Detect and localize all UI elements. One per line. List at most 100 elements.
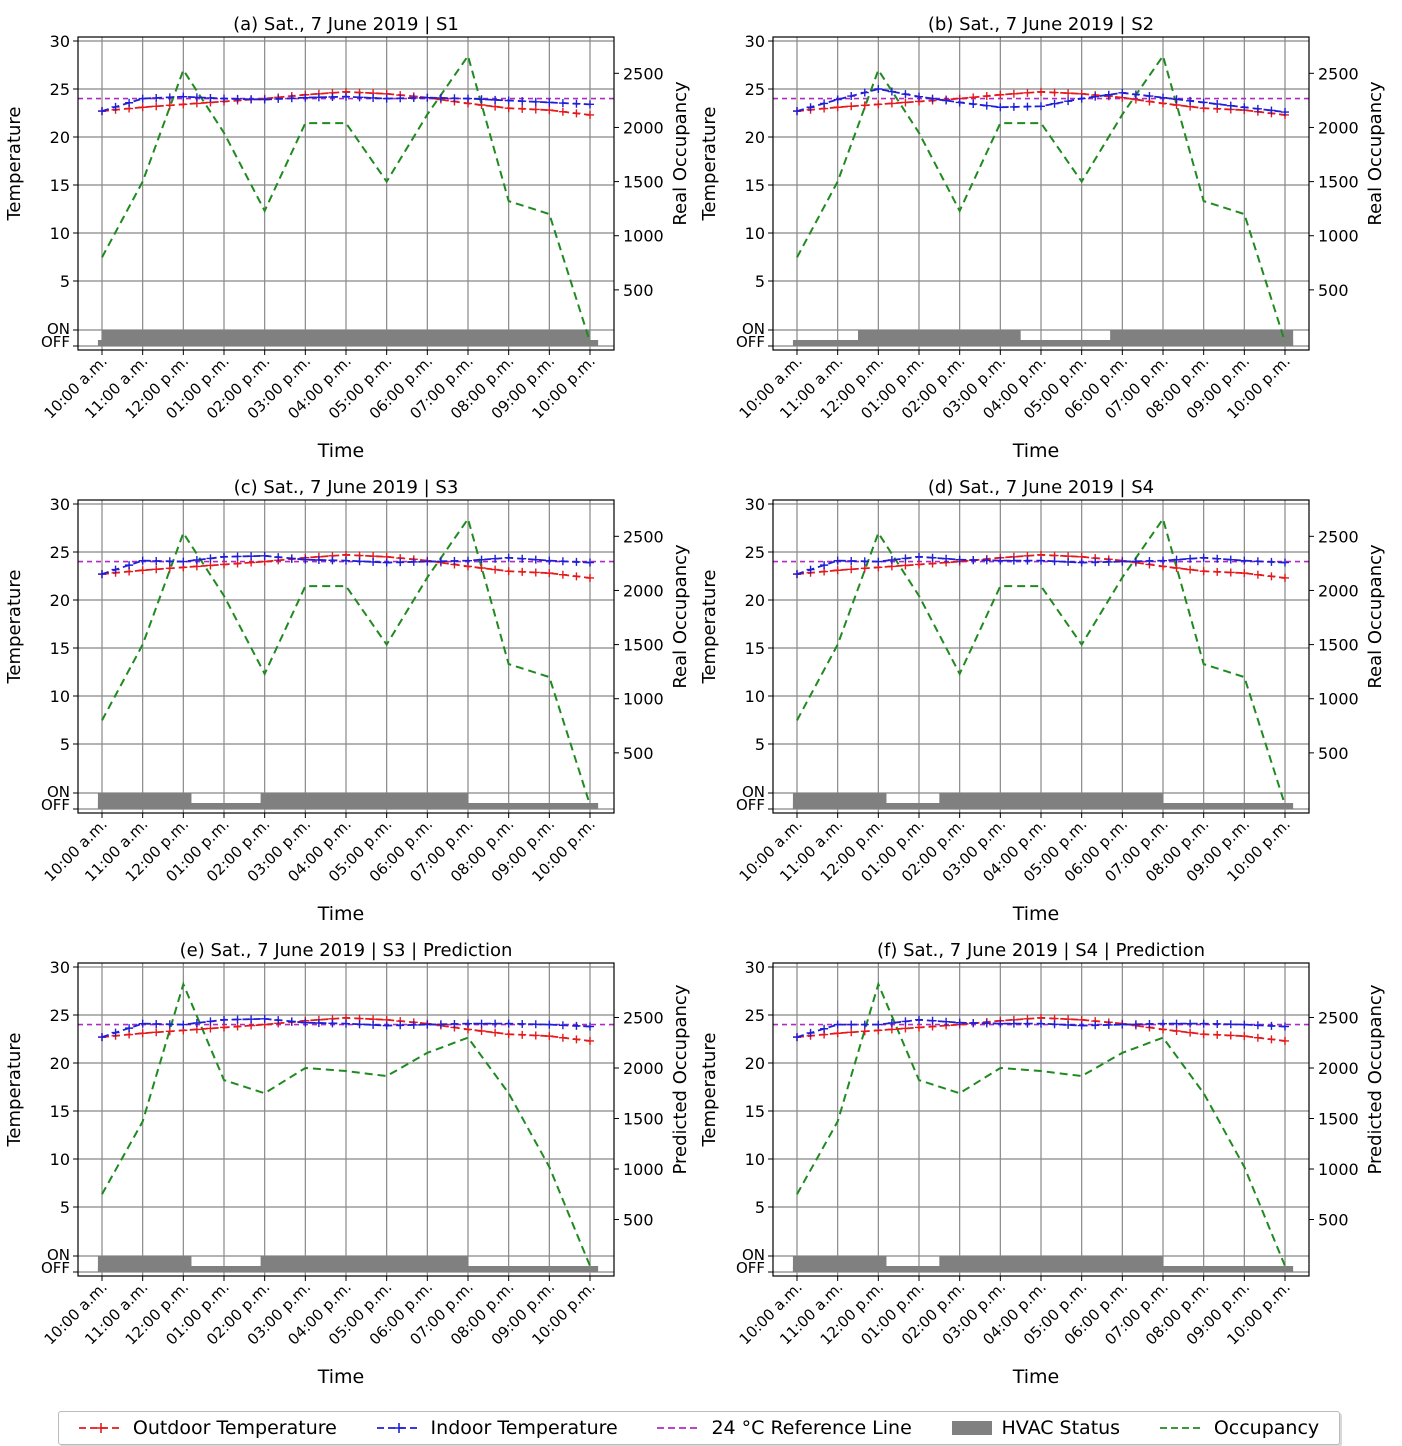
occupancy-tick-label: 500 [623, 281, 654, 300]
indoor-temperature-marker [314, 556, 323, 564]
outdoor-temperature-marker [220, 560, 228, 569]
indoor-temperature-marker [1267, 106, 1276, 115]
indoor-temperature-marker [504, 96, 513, 105]
indoor-temperature-marker [382, 1021, 391, 1030]
outdoor-temperature-marker [518, 1030, 527, 1039]
chart-title: (c) Sat., 7 June 2019 | S3 [234, 477, 459, 498]
outdoor-temperature-marker [1064, 89, 1073, 98]
indoor-temperature-marker [1226, 101, 1235, 110]
indoor-temperature-marker [806, 103, 815, 112]
outdoor-temperature-marker [179, 100, 188, 109]
indoor-temperature [793, 1015, 1289, 1042]
outdoor-temperature-marker [531, 568, 540, 577]
temp-tick-label: 25 [50, 543, 70, 562]
indoor-temperature-marker [915, 92, 923, 101]
outdoor-temperature-marker [915, 560, 923, 569]
indoor-temperature-marker [152, 556, 161, 565]
occupancy-tick-label: 500 [1318, 281, 1349, 300]
temp-tick-label: 30 [745, 32, 765, 51]
indoor-temperature-marker [260, 1014, 269, 1023]
outdoor-temperature-marker [1226, 568, 1235, 577]
indoor-temperature-marker [847, 556, 856, 565]
indoor-temperature [793, 85, 1289, 117]
outdoor-temperature-marker [860, 1027, 869, 1036]
grid [78, 500, 614, 813]
indoor-temperature-marker [1104, 1020, 1113, 1029]
occupancy-tick-label: 500 [623, 744, 654, 763]
indoor-temperature-marker [558, 557, 567, 566]
indoor-temperature-marker [847, 92, 856, 101]
outdoor-temperature-marker [1172, 564, 1181, 572]
hvac-on-bar [97, 1256, 192, 1272]
y-axis-label-right: Real Occupancy [670, 544, 691, 689]
indoor-temperature-marker [260, 551, 269, 560]
hvac-status [97, 330, 599, 346]
indoor-temperature-marker [1253, 557, 1262, 566]
indoor-temperature-marker [887, 87, 896, 96]
occupancy-line [796, 516, 1286, 806]
indoor-temperature-marker [955, 1018, 964, 1027]
indoor-temperature-marker [982, 1019, 991, 1028]
x-axis: 10:00 a.m.11:00 a.m.12:00 p.m.01:00 p.m.… [736, 350, 1294, 462]
indoor-temperature-marker [820, 99, 829, 108]
indoor-temperature-marker [192, 556, 201, 564]
x-axis-label: Time [317, 903, 365, 925]
occupancy-tick-label: 1000 [623, 690, 664, 709]
indoor-temperature-marker [369, 93, 378, 102]
indoor-temperature-marker [1091, 558, 1100, 567]
y-axis-label-left: Temperature [4, 1032, 25, 1147]
indoor-temperature-marker [820, 561, 829, 570]
outdoor-temperature-marker [572, 1035, 581, 1044]
indoor-temperature-marker [531, 555, 540, 564]
outdoor-temperature-marker [915, 1023, 923, 1032]
indoor-temperature-marker [491, 95, 500, 104]
occupancy-line [101, 981, 591, 1267]
indoor-temperature-marker [1023, 556, 1032, 565]
occupancy-tick-label: 1500 [1318, 636, 1359, 655]
indoor-temperature-marker [1172, 1019, 1181, 1028]
indoor-temperature-marker [477, 555, 486, 564]
indoor-temperature [793, 552, 1289, 579]
indoor-temperature-marker [165, 557, 174, 566]
temp-tick-label: 30 [50, 32, 70, 51]
outdoor-temperature-marker [586, 573, 594, 582]
right-axis: 500 1000 1500 2000 2500 Predicted Occupancy [614, 984, 691, 1229]
x-axis-label: Time [1012, 903, 1060, 925]
indoor-temperature-marker [450, 94, 459, 103]
temp-tick-label: 25 [50, 1006, 70, 1025]
chart-panel-2: (b) Sat., 7 June 2019 | S2 30 25 20 15 10 5 ONO… [699, 14, 1386, 462]
occupancy-tick-label: 1000 [1318, 1160, 1359, 1179]
temp-tick-label: 15 [745, 176, 765, 195]
indoor-temperature [98, 1014, 594, 1042]
occupancy-line [796, 53, 1286, 343]
indoor-temperature-marker [369, 557, 378, 566]
legend-item: Indoor Temperature [376, 1417, 618, 1439]
outdoor-temperature-marker [1281, 573, 1289, 582]
y-axis-label-right: Real Occupancy [1365, 544, 1386, 689]
indoor-temperature-marker [409, 557, 418, 566]
outdoor-temperature-marker [1226, 1031, 1235, 1040]
indoor-temperature-marker [436, 93, 445, 102]
indoor-temperature-marker [1023, 102, 1032, 111]
legend-label: Indoor Temperature [430, 1417, 618, 1439]
outdoor-temperature-marker [504, 104, 513, 113]
indoor-temperature-marker [1253, 104, 1262, 113]
indoor-temperature-marker [1226, 555, 1235, 564]
occupancy-tick-label: 2500 [1318, 1008, 1359, 1027]
hvac-on-bar [792, 1256, 887, 1272]
outdoor-temperature-marker [558, 570, 567, 579]
chart-title: (b) Sat., 7 June 2019 | S2 [928, 14, 1154, 35]
outdoor-temperature-marker [477, 1027, 486, 1035]
x-axis-label: Time [1012, 1366, 1060, 1388]
outdoor-temperature-marker [1253, 1033, 1262, 1042]
indoor-temperature-marker [233, 94, 242, 103]
hvac-on-bar [260, 793, 468, 809]
y-axis-label-right: Real Occupancy [670, 81, 691, 226]
indoor-temperature-marker [847, 1020, 856, 1029]
x-axis: 10:00 a.m.11:00 a.m.12:00 p.m.01:00 p.m.… [736, 1276, 1294, 1388]
x-axis: 10:00 a.m.11:00 a.m.12:00 p.m.01:00 p.m.… [41, 350, 599, 462]
x-axis-label: Time [317, 1366, 365, 1388]
indoor-temperature-marker [125, 1024, 134, 1033]
